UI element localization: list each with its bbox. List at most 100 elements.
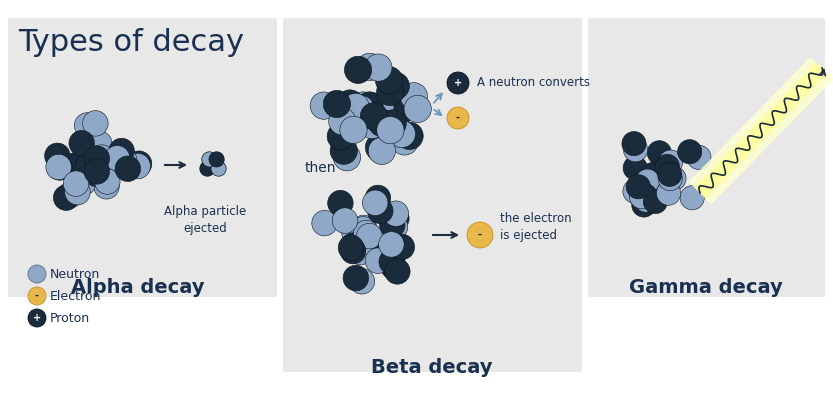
Circle shape (365, 185, 391, 211)
Circle shape (630, 185, 654, 209)
Circle shape (360, 93, 387, 120)
Text: then: then (305, 161, 337, 175)
Circle shape (347, 95, 374, 123)
Circle shape (344, 56, 372, 83)
Circle shape (358, 111, 386, 139)
Circle shape (342, 93, 369, 120)
FancyBboxPatch shape (8, 18, 277, 297)
Circle shape (634, 188, 658, 212)
Circle shape (651, 151, 676, 175)
Circle shape (76, 152, 101, 178)
Circle shape (632, 174, 656, 198)
Circle shape (82, 111, 108, 136)
Circle shape (622, 131, 646, 156)
Circle shape (69, 131, 94, 156)
Circle shape (87, 152, 112, 178)
Circle shape (53, 185, 79, 210)
Circle shape (65, 179, 90, 205)
Circle shape (365, 54, 392, 81)
Circle shape (380, 212, 405, 238)
Circle shape (623, 179, 647, 204)
Circle shape (310, 92, 337, 119)
Circle shape (396, 122, 423, 150)
Circle shape (659, 150, 683, 174)
Circle shape (354, 220, 379, 246)
Circle shape (329, 108, 356, 135)
Circle shape (347, 239, 373, 265)
Circle shape (94, 174, 119, 199)
Circle shape (84, 146, 110, 171)
Circle shape (323, 90, 351, 118)
Circle shape (353, 220, 378, 245)
Circle shape (349, 268, 375, 294)
Circle shape (356, 224, 381, 249)
Circle shape (382, 214, 408, 239)
Circle shape (368, 137, 396, 164)
Text: -: - (478, 230, 482, 240)
Circle shape (46, 154, 72, 180)
Circle shape (211, 161, 227, 176)
Circle shape (89, 145, 114, 170)
Circle shape (649, 169, 673, 193)
Circle shape (47, 155, 72, 180)
Circle shape (338, 235, 364, 260)
Circle shape (87, 131, 112, 157)
Circle shape (404, 95, 431, 123)
Circle shape (365, 248, 391, 274)
Text: +: + (454, 78, 462, 88)
Circle shape (57, 183, 82, 208)
Circle shape (71, 170, 96, 195)
Circle shape (629, 176, 654, 200)
Circle shape (381, 254, 407, 280)
Circle shape (341, 233, 367, 258)
Circle shape (662, 166, 686, 191)
Circle shape (361, 103, 387, 130)
Circle shape (74, 113, 100, 138)
Circle shape (353, 106, 381, 134)
Circle shape (104, 145, 130, 171)
Circle shape (656, 168, 681, 192)
Circle shape (343, 265, 368, 291)
Text: Beta decay: Beta decay (372, 358, 493, 377)
Circle shape (97, 152, 122, 177)
Circle shape (376, 66, 402, 94)
Circle shape (680, 186, 704, 210)
Text: -: - (456, 113, 460, 123)
Circle shape (638, 172, 662, 196)
Circle shape (467, 222, 493, 248)
Polygon shape (694, 62, 828, 199)
Circle shape (379, 110, 407, 137)
Circle shape (631, 193, 656, 217)
Circle shape (209, 152, 224, 167)
Circle shape (327, 123, 354, 150)
Text: -: - (35, 291, 39, 301)
Text: Alpha particle
ejected: Alpha particle ejected (164, 205, 246, 235)
Circle shape (362, 190, 388, 216)
Text: Electron: Electron (50, 289, 102, 303)
Circle shape (385, 259, 410, 284)
Circle shape (687, 145, 711, 170)
Circle shape (28, 287, 46, 305)
Circle shape (379, 249, 405, 274)
Circle shape (652, 174, 676, 198)
Circle shape (340, 116, 367, 143)
Circle shape (384, 101, 412, 128)
Circle shape (388, 120, 416, 147)
Circle shape (357, 223, 382, 249)
Circle shape (368, 109, 396, 137)
Circle shape (656, 154, 680, 179)
Circle shape (389, 234, 415, 260)
Text: the electron
is ejected: the electron is ejected (500, 212, 571, 242)
Circle shape (626, 174, 651, 199)
Circle shape (330, 137, 357, 164)
Circle shape (89, 163, 114, 188)
Circle shape (125, 153, 151, 179)
Circle shape (377, 116, 404, 144)
Circle shape (332, 208, 358, 233)
Circle shape (340, 238, 366, 264)
Circle shape (658, 166, 682, 191)
Circle shape (127, 151, 152, 177)
Polygon shape (689, 57, 833, 204)
Circle shape (372, 243, 397, 268)
Text: A neutron converts: A neutron converts (477, 77, 590, 89)
